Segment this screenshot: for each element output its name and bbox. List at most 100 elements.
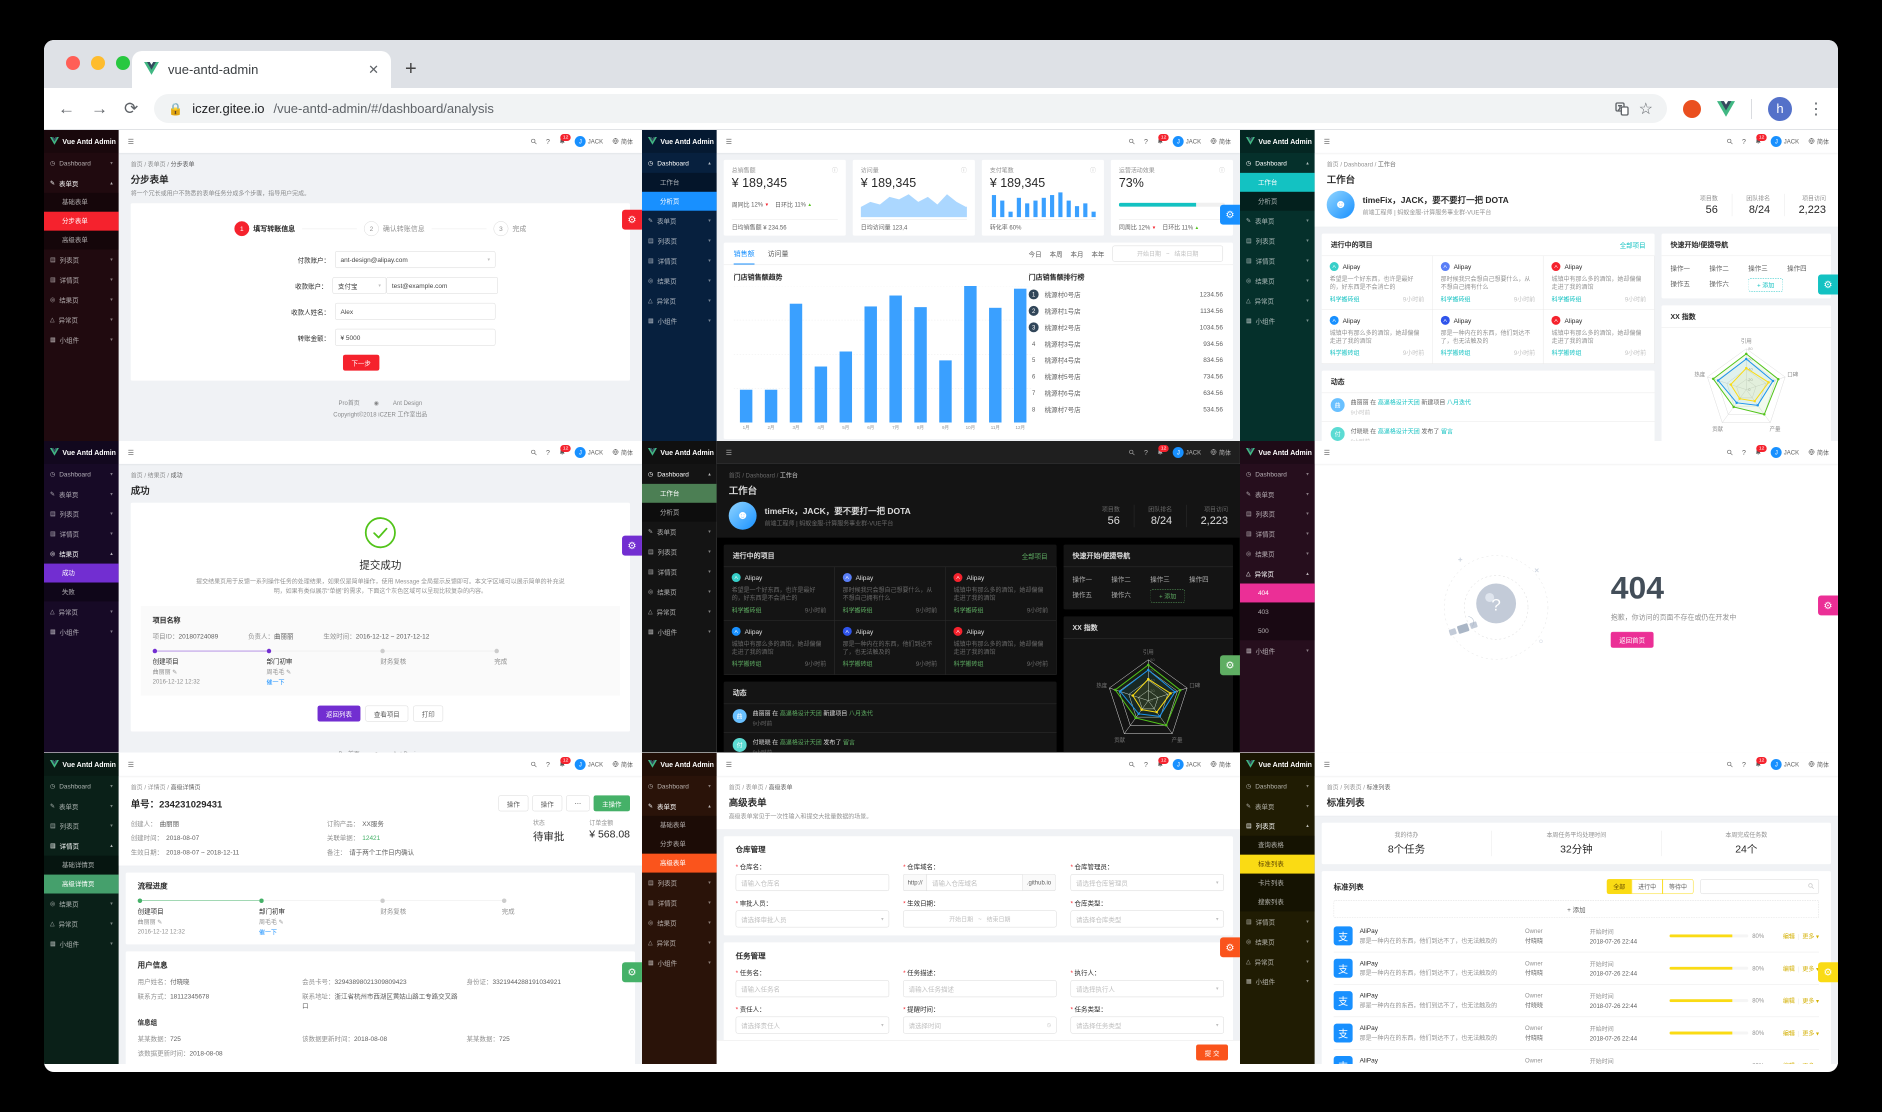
sidebar-item-结果页[interactable]: ◎ 结果页 ▾	[44, 289, 119, 309]
sidebar-subitem-搜索列表[interactable]: 搜索列表	[1257, 897, 1284, 906]
close-window-button[interactable]	[66, 56, 80, 70]
app-logo[interactable]: Vue Antd Admin	[642, 752, 717, 776]
help-icon[interactable]: ?	[1742, 137, 1746, 146]
project-tile[interactable]: A Alipay 城镇中有那么多的酒馆，她却偏偏走进了我的酒馆 科学搬砖组 9小时前	[1321, 309, 1433, 364]
sidebar-item-列表页[interactable]: ▤ 列表页 ▾	[44, 250, 119, 270]
notification-bell-icon[interactable]: 12	[559, 445, 571, 456]
sidebar-item-Dashboard[interactable]: ◷ Dashboard ▴	[1240, 153, 1315, 173]
breadcrumb-item[interactable]: 首页	[130, 160, 143, 168]
breadcrumb-item[interactable]: 列表页	[1343, 783, 1362, 791]
vue-devtools-icon[interactable]	[1717, 100, 1735, 117]
sidebar-item-异常页[interactable]: △ 异常页 ▾	[642, 290, 717, 310]
theme-settings-gear-button[interactable]: ⚙	[1818, 962, 1838, 982]
project-tile[interactable]: A Alipay 城镇中有那么多的酒馆，她却偏偏走进了我的酒馆 科学搬砖组 9小时前	[1543, 309, 1655, 364]
language-switch[interactable]: 简体	[1210, 137, 1231, 145]
footer-link[interactable]: Ant Design	[393, 751, 422, 753]
notification-bell-icon[interactable]: 12	[1157, 756, 1169, 768]
sidebar-subitem-基础表单[interactable]: 基础表单	[659, 821, 686, 829]
project-tile[interactable]: A Alipay 那是一种内在的东西，他们到达不了，也无法触及的 科学搬砖组 9小时前	[834, 621, 946, 676]
input-任务描述：[interactable]: 请输入任务描述	[903, 980, 1057, 997]
sidebar-subitem-分析页[interactable]: 分析页	[1257, 197, 1278, 205]
more-link[interactable]: 更多 ▾	[1802, 932, 1820, 940]
more-link[interactable]: 更多 ▾	[1802, 997, 1820, 1005]
search-icon[interactable]	[1726, 138, 1733, 145]
op-操作三[interactable]: 操作三	[1150, 575, 1170, 584]
input-任务名：[interactable]: 请输入任务名	[735, 980, 890, 997]
project-group-link[interactable]: 科学搬砖组	[1551, 295, 1582, 303]
help-icon[interactable]: ?	[1144, 448, 1148, 457]
hamburger-icon[interactable]: ☰	[127, 760, 134, 768]
op-操作四[interactable]: 操作四	[1787, 264, 1807, 273]
language-switch[interactable]: 简体	[612, 137, 633, 145]
input-仓库域名：[interactable]: 请输入仓库域名	[926, 873, 1023, 891]
search-icon[interactable]	[1128, 761, 1135, 768]
sidebar-item-小组件[interactable]: ▦ 小组件 ▾	[1240, 310, 1315, 330]
breadcrumb-item[interactable]: Dashboard	[745, 472, 775, 480]
project-group-link[interactable]: 科学搬砖组	[731, 607, 762, 615]
sidebar-item-结果页[interactable]: ◎ 结果页 ▾	[1240, 931, 1315, 951]
user-menu[interactable]: J JACK	[574, 447, 603, 459]
edit-link[interactable]: 编辑	[1782, 932, 1795, 940]
info-icon[interactable]: ⓘ	[1089, 166, 1096, 174]
language-switch[interactable]: 简体	[1210, 449, 1231, 457]
range-link-本周[interactable]: 本周	[1049, 250, 1063, 258]
sidebar-item-列表页[interactable]: ▤ 列表页 ▾	[44, 816, 119, 836]
project-group-link[interactable]: 科学搬砖组	[1329, 295, 1360, 303]
sidebar-item-列表页[interactable]: ▤ 列表页 ▾	[1240, 231, 1315, 251]
sidebar-item-小组件[interactable]: ▦ 小组件 ▾	[1240, 641, 1315, 661]
sidebar-subitem-查询表格[interactable]: 查询表格	[1257, 840, 1284, 849]
查看项目-button[interactable]: 查看项目	[365, 705, 409, 722]
theme-settings-gear-button[interactable]: ⚙	[1818, 595, 1838, 616]
sidebar-item-列表页[interactable]: ▤ 列表页 ▾	[1240, 504, 1315, 524]
sidebar-item-结果页[interactable]: ◎ 结果页 ▾	[44, 893, 119, 913]
edit-link[interactable]: 编辑	[1782, 997, 1795, 1005]
more-link[interactable]: 更多 ▾	[1802, 1029, 1820, 1037]
select-执行人：[interactable]: 请选择执行人 ▾	[1070, 980, 1225, 997]
sidebar-item-列表页[interactable]: ▤ 列表页 ▾	[642, 872, 717, 892]
edit-link[interactable]: 编辑	[1783, 1062, 1795, 1064]
more-link[interactable]: 更多 ▾	[1802, 964, 1820, 972]
sidebar-subitem-高级表单[interactable]: 高级表单	[642, 853, 717, 873]
add-op-button[interactable]: + 添加	[1150, 589, 1186, 603]
project-group-link[interactable]: 科学搬砖组	[953, 607, 984, 615]
app-logo[interactable]: Vue Antd Admin	[1240, 130, 1315, 153]
sidebar-item-详情页[interactable]: ▥ 详情页 ▾	[642, 251, 717, 271]
close-tab-icon[interactable]: ✕	[368, 61, 379, 77]
hamburger-icon[interactable]: ☰	[127, 137, 134, 146]
list-item[interactable]: 支 AliPay那是一种内在的东西，他们到达不了，也无法触及的Owner付晓晓开始…	[1333, 1049, 1819, 1065]
sidebar-item-异常页[interactable]: △ 异常页 ▴	[1240, 564, 1315, 584]
op-操作五[interactable]: 操作五	[1670, 279, 1690, 288]
all-projects-link[interactable]: 全部项目	[1021, 552, 1048, 561]
sidebar-item-异常页[interactable]: △ 异常页 ▾	[44, 602, 119, 622]
user-menu[interactable]: J JACK	[1172, 447, 1201, 459]
app-logo[interactable]: Vue Antd Admin	[44, 130, 119, 153]
activity-link[interactable]: 高逼格设计天团	[1377, 399, 1420, 407]
notification-bell-icon[interactable]: 12	[559, 133, 571, 145]
step-确认转账信息[interactable]: 2 确认转账信息	[363, 221, 425, 237]
project-group-link[interactable]: 科学搬砖组	[1440, 349, 1471, 357]
range-link-今日[interactable]: 今日	[1028, 250, 1042, 258]
hamburger-icon[interactable]: ☰	[725, 448, 732, 457]
sidebar-item-Dashboard[interactable]: ◷ Dashboard ▴	[642, 464, 717, 484]
sidebar-item-结果页[interactable]: ◎ 结果页 ▴	[44, 544, 119, 564]
search-icon[interactable]	[530, 449, 537, 456]
date-range-input[interactable]: 开始日期 ~ 结束日期	[1112, 245, 1224, 262]
sidebar-item-表单页[interactable]: ✎ 表单页 ▾	[642, 211, 717, 231]
op-操作一[interactable]: 操作一	[1670, 264, 1690, 273]
op-操作二[interactable]: 操作二	[1709, 264, 1729, 273]
breadcrumb-item[interactable]: 首页	[130, 783, 143, 791]
theme-settings-gear-button[interactable]: ⚙	[622, 536, 642, 556]
sidebar-item-异常页[interactable]: △ 异常页 ▾	[44, 913, 119, 933]
breadcrumb-item[interactable]: 详情页	[147, 783, 166, 791]
sidebar-subitem-高级表单[interactable]: 高级表单	[61, 236, 88, 244]
user-menu[interactable]: J JACK	[1172, 135, 1201, 147]
footer-link[interactable]: Pro首页	[339, 751, 360, 753]
sidebar-item-表单页[interactable]: ✎ 表单页 ▾	[1240, 796, 1315, 816]
breadcrumb-item[interactable]: 结果页	[147, 472, 166, 480]
edit-link[interactable]: 编辑	[1782, 1029, 1795, 1037]
sidebar-subitem-分步表单[interactable]: 分步表单	[659, 839, 686, 848]
time-picker-提醒时间：[interactable]: 请选择时间 ◷	[903, 1016, 1057, 1034]
sidebar-item-异常页[interactable]: △ 异常页 ▾	[1240, 290, 1315, 310]
sidebar-subitem-404[interactable]: 404	[1240, 583, 1315, 603]
app-logo[interactable]: Vue Antd Admin	[642, 130, 717, 153]
